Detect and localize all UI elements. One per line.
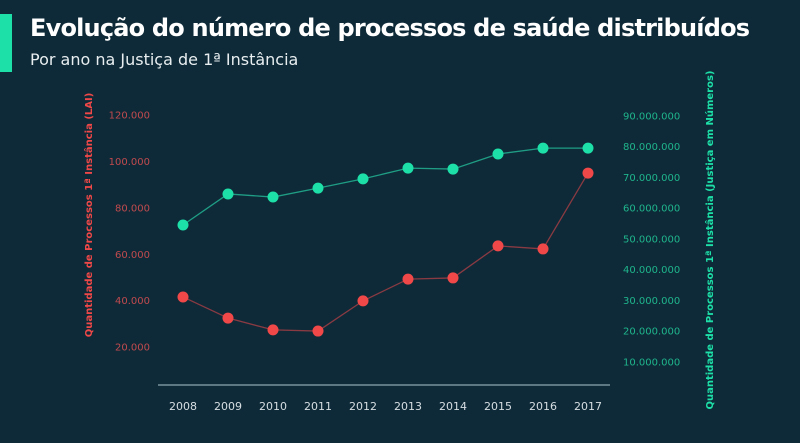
x-tick-label: 2014 — [439, 400, 467, 413]
right-tick-label: 10.000.000 — [623, 357, 680, 368]
right-tick-label: 90.000.000 — [623, 111, 680, 122]
data-point-right — [267, 191, 279, 203]
left-tick-label: 80.000 — [115, 203, 150, 214]
data-point-left — [267, 324, 279, 336]
data-point-left — [582, 167, 594, 179]
data-point-left — [537, 243, 549, 255]
right-tick-label: 50.000.000 — [623, 234, 680, 245]
data-point-left — [492, 240, 504, 252]
right-axis-label: Quantidade de Processos 1ª Instância (Ju… — [704, 70, 716, 409]
x-tick-label: 2013 — [394, 400, 422, 413]
data-point-right — [537, 142, 549, 154]
left-tick-label: 20.000 — [115, 343, 150, 354]
chart-title: Evolução do número de processos de saúde… — [30, 14, 750, 42]
data-point-left — [312, 325, 324, 337]
title-accent-bar — [0, 14, 12, 72]
data-point-right — [177, 219, 189, 231]
x-tick-label: 2008 — [169, 400, 197, 413]
data-point-right — [582, 142, 594, 154]
left-tick-label: 120.000 — [109, 111, 150, 122]
data-point-left — [447, 272, 459, 284]
x-tick-label: 2011 — [304, 400, 332, 413]
left-tick-label: 100.000 — [109, 157, 150, 168]
data-point-right — [492, 148, 504, 160]
data-point-right — [357, 173, 369, 185]
right-tick-label: 80.000.000 — [623, 142, 680, 153]
data-point-right — [222, 188, 234, 200]
chart-subtitle: Por ano na Justiça de 1ª Instância — [30, 50, 299, 69]
series-line-left — [182, 172, 589, 332]
left-axis-label: Quantidade de Processos 1ª Instância (LA… — [83, 93, 95, 338]
x-tick-label: 2017 — [574, 400, 602, 413]
x-tick-label: 2012 — [349, 400, 377, 413]
data-point-right — [312, 182, 324, 194]
right-tick-label: 20.000.000 — [623, 327, 680, 338]
series-line-right — [182, 147, 588, 226]
right-tick-label: 70.000.000 — [623, 173, 680, 184]
right-tick-label: 40.000.000 — [623, 265, 680, 276]
data-point-right — [447, 163, 459, 175]
x-tick-label: 2015 — [484, 400, 512, 413]
right-tick-label: 60.000.000 — [623, 204, 680, 215]
data-point-left — [222, 312, 234, 324]
x-tick-label: 2009 — [214, 400, 242, 413]
left-tick-label: 60.000 — [115, 250, 150, 261]
data-point-right — [402, 162, 414, 174]
x-tick-label: 2010 — [259, 400, 287, 413]
data-point-left — [357, 295, 369, 307]
data-point-left — [177, 291, 189, 303]
left-tick-label: 40.000 — [115, 296, 150, 307]
x-tick-label: 2016 — [529, 400, 557, 413]
data-point-left — [402, 273, 414, 285]
right-tick-label: 30.000.000 — [623, 296, 680, 307]
